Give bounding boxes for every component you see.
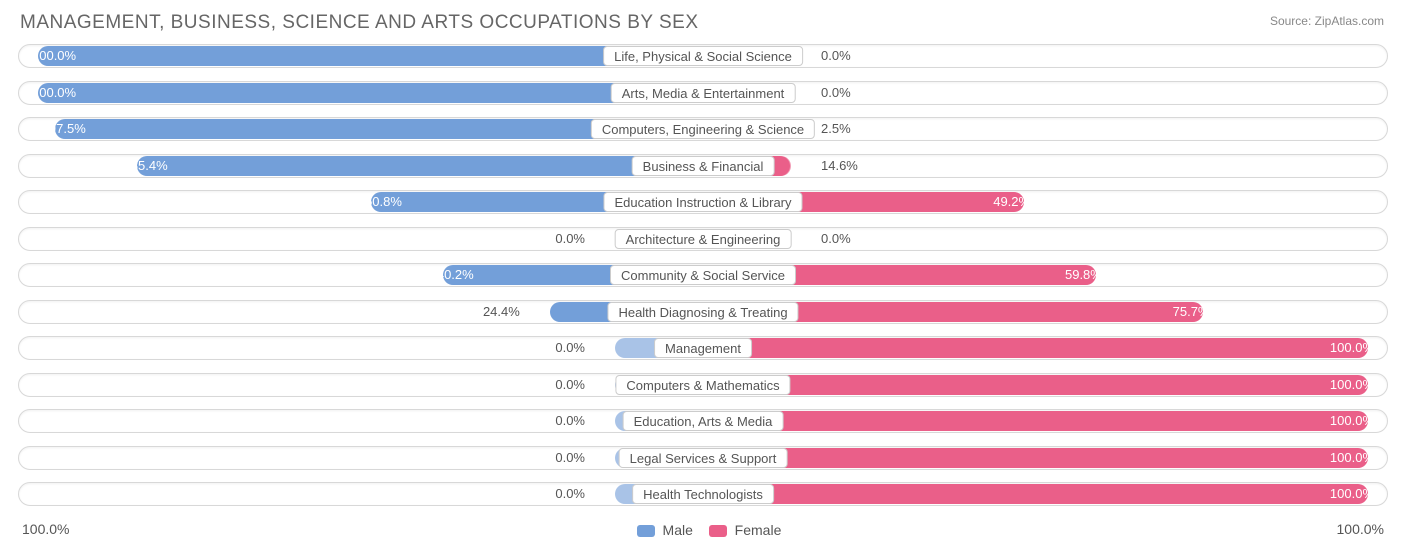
female-value-label: 75.7%	[1173, 302, 1210, 322]
chart-title: MANAGEMENT, BUSINESS, SCIENCE AND ARTS O…	[20, 12, 1388, 34]
male-value-label: 97.5%	[49, 119, 86, 139]
category-label: Legal Services & Support	[619, 448, 788, 468]
male-value-label: 0.0%	[555, 375, 585, 395]
category-label: Life, Physical & Social Science	[603, 46, 803, 66]
female-bar	[691, 484, 1368, 504]
female-value-label: 100.0%	[1330, 411, 1374, 431]
bar-row: Health Diagnosing & Treating 24.4% 75.7%	[18, 296, 1388, 328]
female-value-label: 59.8%	[1065, 265, 1102, 285]
female-value-label: 49.2%	[993, 192, 1030, 212]
male-value-label: 0.0%	[555, 229, 585, 249]
bar-row: Health Technologists 0.0% 100.0%	[18, 478, 1388, 510]
female-value-label: 100.0%	[1330, 375, 1374, 395]
bar-row: Legal Services & Support 0.0% 100.0%	[18, 442, 1388, 474]
male-value-label: 0.0%	[555, 448, 585, 468]
bar-row: Education, Arts & Media 0.0% 100.0%	[18, 405, 1388, 437]
category-label: Computers & Mathematics	[615, 375, 790, 395]
bar-row: Business & Financial 85.4% 14.6%	[18, 150, 1388, 182]
bar-row: Management 0.0% 100.0%	[18, 332, 1388, 364]
bar-row: Community & Social Service 40.2% 59.8%	[18, 259, 1388, 291]
category-label: Health Technologists	[632, 484, 774, 504]
legend-swatch-male	[637, 525, 655, 537]
category-label: Computers, Engineering & Science	[591, 119, 815, 139]
female-value-label: 0.0%	[821, 83, 851, 103]
male-value-label: 0.0%	[555, 484, 585, 504]
female-value-label: 0.0%	[821, 46, 851, 66]
male-value-label: 100.0%	[32, 83, 76, 103]
female-bar	[691, 411, 1368, 431]
female-value-label: 100.0%	[1330, 338, 1374, 358]
male-value-label: 100.0%	[32, 46, 76, 66]
category-label: Community & Social Service	[610, 265, 796, 285]
female-bar	[691, 448, 1368, 468]
bar-row: Computers & Mathematics 0.0% 100.0%	[18, 369, 1388, 401]
chart-container: MANAGEMENT, BUSINESS, SCIENCE AND ARTS O…	[0, 0, 1406, 559]
category-label: Health Diagnosing & Treating	[607, 302, 798, 322]
bar-row: Architecture & Engineering 0.0% 0.0%	[18, 223, 1388, 255]
female-bar	[691, 375, 1368, 395]
male-value-label: 24.4%	[483, 302, 520, 322]
legend-label-male: Male	[663, 522, 693, 538]
female-value-label: 100.0%	[1330, 484, 1374, 504]
axis-right-label: 100.0%	[1337, 521, 1384, 537]
legend-swatch-female	[709, 525, 727, 537]
axis-left-label: 100.0%	[22, 521, 69, 537]
legend: Male Female	[18, 522, 1388, 538]
male-value-label: 50.8%	[365, 192, 402, 212]
source-label: Source: ZipAtlas.com	[1270, 14, 1384, 28]
male-value-label: 0.0%	[555, 411, 585, 431]
diverging-bar-chart: Life, Physical & Social Science 100.0% 0.0…	[18, 40, 1388, 520]
bar-row: Computers, Engineering & Science 97.5% 2.5…	[18, 113, 1388, 145]
category-label: Arts, Media & Entertainment	[611, 83, 796, 103]
male-value-label: 40.2%	[437, 265, 474, 285]
male-value-label: 85.4%	[131, 156, 168, 176]
category-label: Architecture & Engineering	[615, 229, 792, 249]
category-label: Education, Arts & Media	[623, 411, 784, 431]
female-value-label: 2.5%	[821, 119, 851, 139]
female-bar	[691, 338, 1368, 358]
female-value-label: 0.0%	[821, 229, 851, 249]
category-label: Business & Financial	[632, 156, 775, 176]
bar-row: Life, Physical & Social Science 100.0% 0.0…	[18, 40, 1388, 72]
female-value-label: 100.0%	[1330, 448, 1374, 468]
legend-label-female: Female	[735, 522, 782, 538]
male-bar	[137, 156, 715, 176]
bar-row: Arts, Media & Entertainment 100.0% 0.0%	[18, 77, 1388, 109]
female-value-label: 14.6%	[821, 156, 858, 176]
male-value-label: 0.0%	[555, 338, 585, 358]
category-label: Management	[654, 338, 752, 358]
bar-row: Education Instruction & Library 50.8% 49.2…	[18, 186, 1388, 218]
category-label: Education Instruction & Library	[603, 192, 802, 212]
